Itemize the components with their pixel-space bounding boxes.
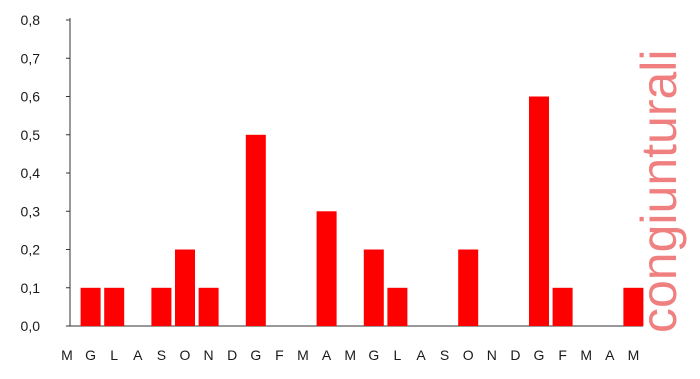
bar [529,96,549,326]
y-tick-label: 0,4 [21,165,41,181]
bar [198,287,219,327]
x-tick-label: M [61,347,73,363]
x-tick-label: A [416,347,426,363]
x-tick-label: S [157,347,166,363]
x-tick-label: L [394,347,402,363]
bars-group [80,96,644,327]
bar [458,249,479,326]
x-tick-label: O [463,347,474,363]
bar [151,287,172,327]
x-tick-label: S [440,347,449,363]
x-tick-label: G [534,347,545,363]
x-tick-label: D [227,347,237,363]
y-tick-label: 0,3 [21,203,41,219]
x-tick-label: G [85,347,96,363]
bar [104,287,125,327]
y-tick-label: 0,7 [21,50,41,66]
bar [363,249,384,326]
x-tick-label: N [204,347,214,363]
x-tick-label: L [110,347,118,363]
y-tick-label: 0,8 [21,12,41,28]
bar [387,287,408,327]
x-tick-label: A [605,347,615,363]
x-tick-label: M [580,347,592,363]
x-tick-label: F [275,347,284,363]
y-tick-label: 0,1 [21,280,41,296]
bar [316,211,337,327]
axes [69,18,643,327]
x-tick-label: G [250,347,261,363]
x-tick-label: A [322,347,332,363]
y-tick-label: 0,0 [21,318,41,334]
bar [80,287,101,327]
x-tick-label: D [510,347,520,363]
watermark-text: congiunturali [631,49,687,333]
y-tick-label: 0,5 [21,127,41,143]
x-tick-label: M [344,347,356,363]
x-tick-label: F [558,347,567,363]
x-tick-label: O [180,347,191,363]
x-tick-label: N [487,347,497,363]
bar [552,287,573,327]
bar [623,287,644,327]
x-tick-label: M [297,347,309,363]
bar [245,134,266,327]
bar [175,249,195,326]
x-tick-label: G [368,347,379,363]
y-tick-label: 0,2 [21,242,41,258]
x-tick-label: M [628,347,640,363]
y-tick-labels: 0,0 0,1 0,2 0,3 0,4 0,5 0,6 0,7 0,8 [21,12,70,334]
x-tick-label: A [133,347,143,363]
y-tick-label: 0,6 [21,89,41,105]
